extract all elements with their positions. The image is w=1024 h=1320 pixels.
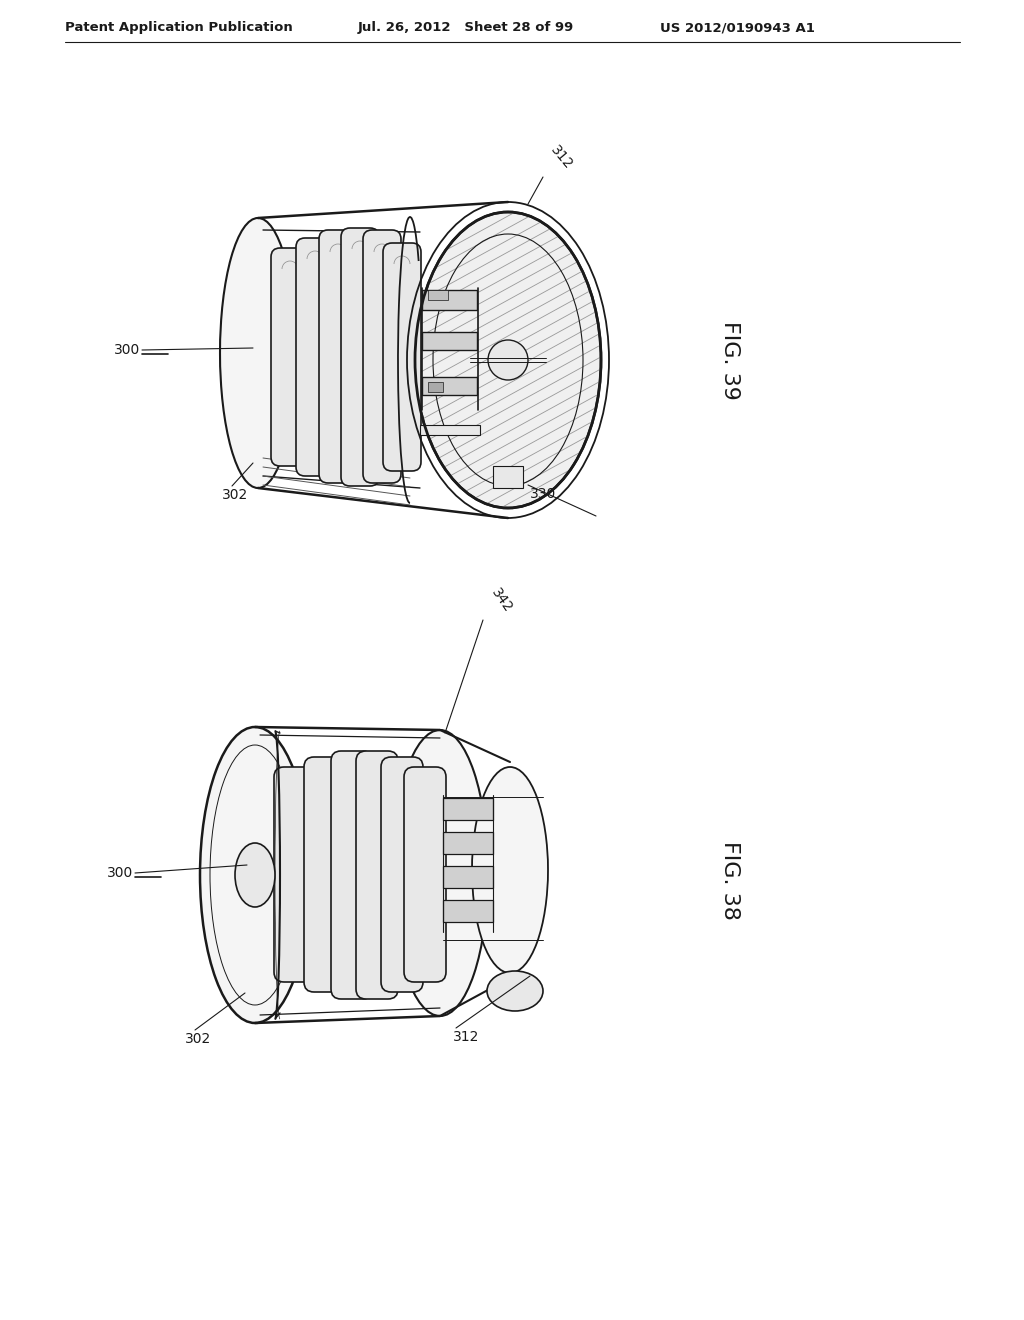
FancyBboxPatch shape	[274, 767, 316, 982]
Text: FIG. 38: FIG. 38	[720, 841, 740, 920]
Ellipse shape	[220, 218, 296, 488]
Bar	[443, 799, 493, 820]
FancyBboxPatch shape	[296, 238, 334, 477]
Bar	[420, 425, 480, 436]
Bar	[428, 381, 443, 392]
Ellipse shape	[488, 341, 528, 380]
Ellipse shape	[415, 213, 601, 508]
Bar	[422, 378, 477, 395]
Bar	[422, 290, 477, 310]
FancyBboxPatch shape	[331, 751, 373, 999]
Text: Patent Application Publication: Patent Application Publication	[65, 21, 293, 34]
Bar	[422, 333, 477, 350]
FancyBboxPatch shape	[341, 228, 379, 486]
FancyBboxPatch shape	[383, 243, 421, 471]
Bar	[443, 866, 493, 888]
Text: 330: 330	[530, 487, 556, 502]
Text: US 2012/0190943 A1: US 2012/0190943 A1	[660, 21, 815, 34]
Text: 302: 302	[222, 488, 248, 502]
FancyBboxPatch shape	[356, 751, 398, 999]
FancyBboxPatch shape	[304, 756, 346, 993]
FancyBboxPatch shape	[404, 767, 446, 982]
Text: 300: 300	[106, 866, 133, 880]
Text: 302: 302	[185, 1032, 211, 1045]
Text: 312: 312	[453, 1030, 479, 1044]
Ellipse shape	[487, 972, 543, 1011]
FancyBboxPatch shape	[319, 230, 357, 483]
Text: FIG. 39: FIG. 39	[720, 321, 740, 400]
Ellipse shape	[392, 730, 488, 1016]
Bar	[428, 290, 449, 300]
Text: Jul. 26, 2012   Sheet 28 of 99: Jul. 26, 2012 Sheet 28 of 99	[358, 21, 574, 34]
Text: 312: 312	[548, 143, 575, 172]
Ellipse shape	[234, 843, 275, 907]
FancyBboxPatch shape	[271, 248, 309, 466]
FancyBboxPatch shape	[381, 756, 423, 993]
Ellipse shape	[472, 767, 548, 973]
Bar	[443, 832, 493, 854]
Bar	[493, 466, 523, 488]
Ellipse shape	[200, 727, 310, 1023]
Text: 300: 300	[114, 343, 140, 356]
Bar	[443, 900, 493, 921]
Text: 342: 342	[488, 586, 514, 615]
FancyBboxPatch shape	[362, 230, 401, 483]
